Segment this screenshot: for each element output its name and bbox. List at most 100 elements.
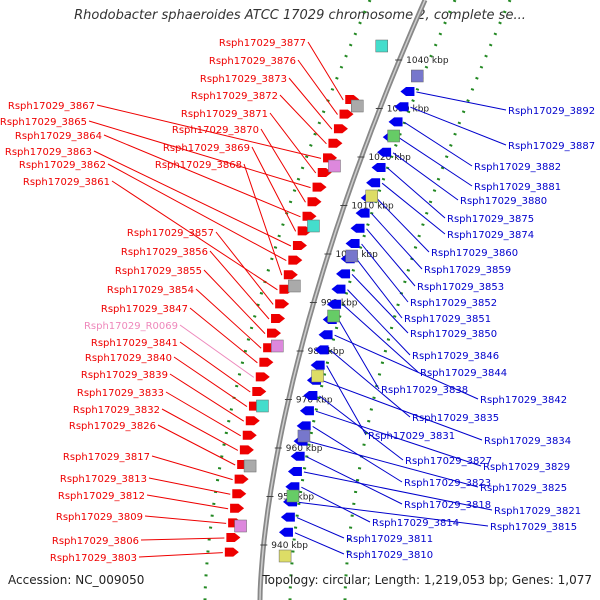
gene-label-right[interactable]: Rsph17029_3825 — [480, 483, 567, 494]
leader-line — [330, 350, 411, 418]
gene-label-left[interactable]: Rsph17029_3841 — [91, 338, 178, 349]
gene-label-right[interactable]: Rsph17029_3882 — [474, 162, 561, 173]
gene-label-left[interactable]: Rsph17029_3809 — [56, 512, 143, 523]
gene-label-right[interactable]: Rsph17029_3844 — [420, 368, 507, 379]
leader-line — [326, 365, 367, 436]
leader-line — [338, 319, 380, 390]
gene-label-left[interactable]: Rsph17029_3806 — [52, 536, 139, 547]
gene-label-left[interactable]: Rsph17029_3847 — [101, 304, 188, 315]
forward-gene-arrow — [267, 328, 282, 338]
gene-label-left[interactable]: Rsph17029_3839 — [81, 370, 168, 381]
gene-label-left[interactable]: Rsph17029_R0069 — [84, 321, 178, 332]
gene-label-left[interactable]: Rsph17029_3877 — [219, 38, 306, 49]
leader-line — [392, 152, 459, 201]
accession-text: Accession: NC_009050 — [8, 573, 145, 587]
gene-label-right[interactable]: Rsph17029_3860 — [431, 248, 518, 259]
gene-label-left[interactable]: Rsph17029_3826 — [69, 421, 156, 432]
feature-block — [345, 249, 358, 263]
gene-label-right[interactable]: Rsph17029_3875 — [447, 214, 534, 225]
gene-label-right[interactable]: Rsph17029_3829 — [483, 462, 570, 473]
gene-label-right[interactable]: Rsph17029_3887 — [508, 141, 595, 152]
forward-gene-arrow — [307, 197, 322, 207]
kbp-tick-label: 970 kbp — [296, 396, 333, 406]
gene-label-right[interactable]: Rsph17029_3846 — [412, 351, 499, 362]
gene-label-right[interactable]: Rsph17029_3842 — [480, 395, 567, 406]
feature-block — [271, 339, 284, 353]
reverse-gene-arrow — [400, 87, 415, 96]
gene-label-right[interactable]: Rsph17029_3818 — [404, 500, 491, 511]
leader-line — [209, 250, 270, 320]
forward-gene-arrow — [252, 387, 267, 396]
gene-label-left[interactable]: Rsph17029_3868 — [155, 160, 242, 171]
gene-label-left[interactable]: Rsph17029_3867 — [8, 101, 95, 112]
feature-block — [351, 99, 364, 113]
gene-label-right[interactable]: Rsph17029_3811 — [346, 534, 433, 545]
leader-line — [111, 180, 278, 291]
gene-label-right[interactable]: Rsph17029_3815 — [490, 522, 577, 533]
gene-label-left[interactable]: Rsph17029_3854 — [107, 285, 194, 296]
gene-label-left[interactable]: Rsph17029_3817 — [63, 452, 150, 463]
gene-label-right[interactable]: Rsph17029_3880 — [460, 196, 547, 207]
gene-label-right[interactable]: Rsph17029_3852 — [410, 298, 497, 309]
leader-line — [138, 552, 223, 558]
forward-gene-arrow — [312, 182, 327, 192]
leader-line — [173, 356, 248, 408]
gene-label-right[interactable]: Rsph17029_3823 — [404, 478, 491, 489]
gene-label-right[interactable]: Rsph17029_3835 — [412, 413, 499, 424]
reverse-gene-arrow — [287, 467, 302, 476]
gene-label-left[interactable]: Rsph17029_3869 — [163, 143, 250, 154]
gene-label-left[interactable]: Rsph17029_3870 — [172, 125, 259, 136]
gene-label-left[interactable]: Rsph17029_3871 — [181, 109, 268, 120]
gene-label-left[interactable]: Rsph17029_3872 — [191, 91, 278, 102]
feature-block — [311, 369, 324, 383]
gene-label-left[interactable]: Rsph17029_3865 — [0, 117, 87, 128]
gene-label-right[interactable]: Rsph17029_3831 — [368, 431, 455, 442]
gene-label-right[interactable]: Rsph17029_3814 — [372, 518, 459, 529]
gene-label-right[interactable]: Rsph17029_3881 — [474, 182, 561, 193]
feature-block — [288, 279, 301, 293]
gene-label-left[interactable]: Rsph17029_3855 — [115, 266, 202, 277]
forward-gene-arrow — [328, 138, 343, 148]
gene-label-right[interactable]: Rsph17029_3874 — [447, 230, 534, 241]
gene-label-right[interactable]: Rsph17029_3838 — [381, 385, 468, 396]
gene-label-left[interactable]: Rsph17029_3873 — [200, 74, 287, 85]
gene-label-right[interactable]: Rsph17029_3859 — [424, 265, 511, 276]
gene-label-left[interactable]: Rsph17029_3864 — [15, 131, 102, 142]
gene-label-left[interactable]: Rsph17029_3803 — [50, 553, 137, 564]
reverse-gene-arrow — [303, 391, 318, 400]
feature-block — [387, 129, 400, 143]
leader-line — [107, 163, 287, 262]
gene-label-right[interactable]: Rsph17029_3853 — [417, 282, 504, 293]
gene-label-left[interactable]: Rsph17029_3840 — [85, 353, 172, 364]
reverse-gene-arrow — [318, 330, 333, 340]
forward-gene-arrow — [230, 503, 245, 513]
gene-label-right[interactable]: Rsph17029_3850 — [410, 329, 497, 340]
gene-label-right[interactable]: Rsph17029_3810 — [346, 550, 433, 561]
leader-line — [243, 163, 283, 276]
gene-label-right[interactable]: Rsph17029_3892 — [508, 106, 595, 117]
leader-line — [215, 231, 274, 305]
gene-label-left[interactable]: Rsph17029_3862 — [19, 160, 106, 171]
feature-block — [411, 69, 424, 83]
gene-label-left[interactable]: Rsph17029_3812 — [58, 491, 145, 502]
gene-label-right[interactable]: Rsph17029_3827 — [405, 456, 492, 467]
feature-block — [365, 189, 378, 203]
leader-line — [179, 341, 251, 393]
gene-label-left[interactable]: Rsph17029_3813 — [60, 474, 147, 485]
gene-label-left[interactable]: Rsph17029_3856 — [121, 247, 208, 258]
forward-gene-arrow — [239, 445, 254, 455]
gene-label-right[interactable]: Rsph17029_3851 — [404, 314, 491, 325]
gene-label-left[interactable]: Rsph17029_3833 — [77, 388, 164, 399]
gene-label-left[interactable]: Rsph17029_3876 — [209, 56, 296, 67]
gene-label-right[interactable]: Rsph17029_3834 — [484, 436, 571, 447]
gene-label-left[interactable]: Rsph17029_3857 — [127, 228, 214, 239]
gene-label-left[interactable]: Rsph17029_3832 — [73, 405, 160, 416]
feature-block — [328, 159, 341, 173]
forward-gene-arrow — [232, 489, 247, 499]
gene-label-left[interactable]: Rsph17029_3861 — [23, 177, 110, 188]
kbp-tick-label: 1020 kbp — [368, 153, 411, 163]
leader-line — [371, 213, 423, 270]
gene-label-left[interactable]: Rsph17029_3863 — [5, 147, 92, 158]
gene-label-right[interactable]: Rsph17029_3821 — [494, 506, 581, 517]
